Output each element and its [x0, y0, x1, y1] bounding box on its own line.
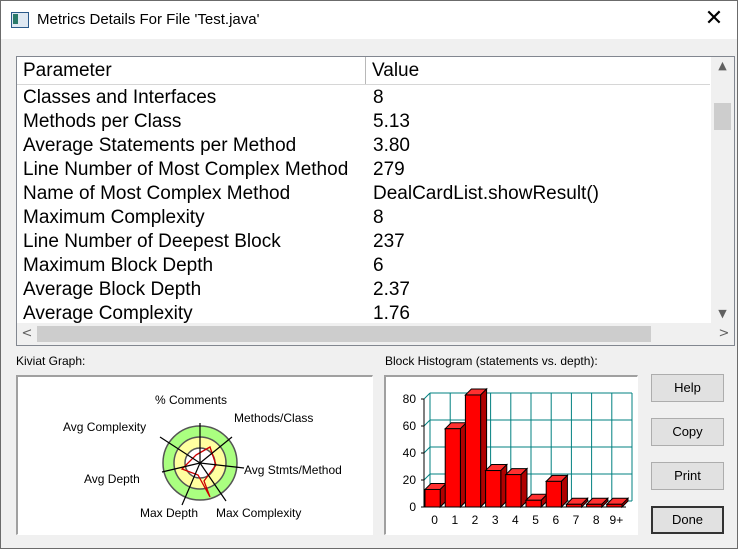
table-row[interactable]: Methods per Class 5.13 — [17, 110, 710, 134]
kiviat-axis-max-complexity: Max Complexity — [216, 506, 301, 520]
histogram-x-tick-label: 8 — [593, 513, 600, 527]
histogram-bar — [585, 497, 610, 509]
parameter-cell: Maximum Complexity — [23, 207, 205, 228]
table-row[interactable]: Line Number of Most Complex Method 279 — [17, 158, 710, 182]
table-row[interactable]: Line Number of Deepest Block 237 — [17, 230, 710, 254]
table-rows: Classes and Interfaces 8 Methods per Class… — [17, 86, 710, 326]
value-cell: 6 — [373, 255, 384, 276]
value-cell: 8 — [373, 87, 384, 108]
histogram-bar — [484, 463, 509, 509]
kiviat-axis-max-depth: Max Depth — [140, 506, 198, 520]
table-header: Parameter Value — [17, 57, 710, 85]
parameter-cell: Average Statements per Method — [23, 135, 297, 156]
title-bar: Metrics Details For File 'Test.java' ✕ — [1, 1, 737, 39]
kiviat-axis-avg-complexity: Avg Complexity — [63, 420, 146, 434]
histogram-bar — [565, 497, 589, 509]
scroll-right-icon[interactable]: > — [718, 326, 730, 341]
kiviat-axis-avg-depth: Avg Depth — [84, 472, 140, 486]
app-icon — [11, 12, 29, 28]
parameter-cell: Classes and Interfaces — [23, 87, 217, 108]
histogram-bar — [605, 497, 630, 509]
parameter-cell: Methods per Class — [23, 111, 182, 132]
vertical-scroll-thumb[interactable] — [714, 103, 731, 130]
histogram-bar — [544, 474, 569, 509]
copy-button[interactable]: Copy — [651, 418, 724, 446]
histogram-x-tick-label: 5 — [532, 513, 539, 527]
value-cell: 8 — [373, 207, 384, 228]
kiviat-axis-avg-stmts: Avg Stmts/Method — [244, 463, 342, 477]
block-histogram: 80 60 40 20 0 0 1 2 3 4 5 6 7 8 9+ — [384, 375, 638, 535]
histogram-bar — [504, 467, 529, 509]
horizontal-scrollbar[interactable]: < > — [17, 323, 734, 345]
value-cell: 279 — [373, 159, 405, 180]
parameter-cell: Average Block Depth — [23, 279, 202, 300]
column-header-parameter[interactable]: Parameter — [17, 57, 366, 84]
table-row[interactable]: Name of Most Complex Method DealCardList.… — [17, 182, 710, 206]
close-button[interactable]: ✕ — [704, 6, 724, 31]
histogram-bar — [524, 493, 549, 509]
parameter-cell: Line Number of Most Complex Method — [23, 159, 349, 180]
scroll-left-icon[interactable]: < — [21, 326, 33, 341]
histogram-label: Block Histogram (statements vs. depth): — [385, 354, 598, 368]
done-button[interactable]: Done — [651, 506, 724, 534]
table-row[interactable]: Average Statements per Method 3.80 — [17, 134, 710, 158]
help-button[interactable]: Help — [651, 374, 724, 402]
kiviat-axis-comments: % Comments — [155, 393, 227, 407]
histogram-y-tick-label: 20 — [403, 473, 417, 487]
table-row[interactable]: Average Complexity 1.76 — [17, 302, 710, 326]
value-cell: 3.80 — [373, 135, 410, 156]
histogram-x-tick-label: 2 — [472, 513, 479, 527]
value-cell: 5.13 — [373, 111, 410, 132]
histogram-bar — [423, 482, 448, 509]
value-cell: 1.76 — [373, 303, 410, 324]
vertical-scrollbar[interactable]: ▲ ▼ — [711, 57, 734, 323]
histogram-y-tick-label: 80 — [403, 392, 417, 406]
histogram-x-tick-label: 4 — [512, 513, 519, 527]
histogram-x-tick-label: 9+ — [610, 513, 624, 527]
table-row[interactable]: Maximum Block Depth 6 — [17, 254, 710, 278]
parameter-cell: Maximum Block Depth — [23, 255, 214, 276]
histogram-y-tick-label: 60 — [403, 419, 417, 433]
table-row[interactable]: Average Block Depth 2.37 — [17, 278, 710, 302]
table-row[interactable]: Maximum Complexity 8 — [17, 206, 710, 230]
kiviat-axis-methods-class: Methods/Class — [234, 411, 313, 425]
value-cell: 237 — [373, 231, 405, 252]
value-cell: 2.37 — [373, 279, 410, 300]
horizontal-scroll-thumb[interactable] — [37, 326, 651, 342]
table-row[interactable]: Classes and Interfaces 8 — [17, 86, 710, 110]
column-header-value[interactable]: Value — [372, 60, 420, 81]
histogram-y-tick-label: 40 — [403, 446, 417, 460]
value-cell: DealCardList.showResult() — [373, 183, 599, 204]
kiviat-label: Kiviat Graph: — [16, 354, 86, 368]
histogram-bar — [443, 421, 468, 509]
histogram-x-tick-label: 6 — [552, 513, 559, 527]
print-button[interactable]: Print — [651, 462, 724, 490]
histogram-x-tick-label: 3 — [492, 513, 499, 527]
parameter-cell: Average Complexity — [23, 303, 193, 324]
histogram-x-tick-label: 1 — [451, 513, 458, 527]
window-title: Metrics Details For File 'Test.java' — [37, 11, 260, 28]
kiviat-graph: % Comments Methods/Class Avg Stmts/Metho… — [16, 375, 373, 535]
histogram-y-tick-label: 0 — [409, 500, 416, 514]
metrics-table[interactable]: Parameter Value Classes and Interfaces 8 M… — [16, 56, 735, 346]
histogram-x-tick-label: 7 — [573, 513, 580, 527]
parameter-cell: Name of Most Complex Method — [23, 183, 291, 204]
histogram-bar — [464, 387, 488, 509]
parameter-cell: Line Number of Deepest Block — [23, 231, 281, 252]
scroll-up-icon[interactable]: ▲ — [718, 59, 727, 72]
histogram-x-tick-label: 0 — [431, 513, 438, 527]
kiviat-polygon — [180, 446, 217, 498]
scroll-down-icon[interactable]: ▼ — [718, 307, 727, 320]
